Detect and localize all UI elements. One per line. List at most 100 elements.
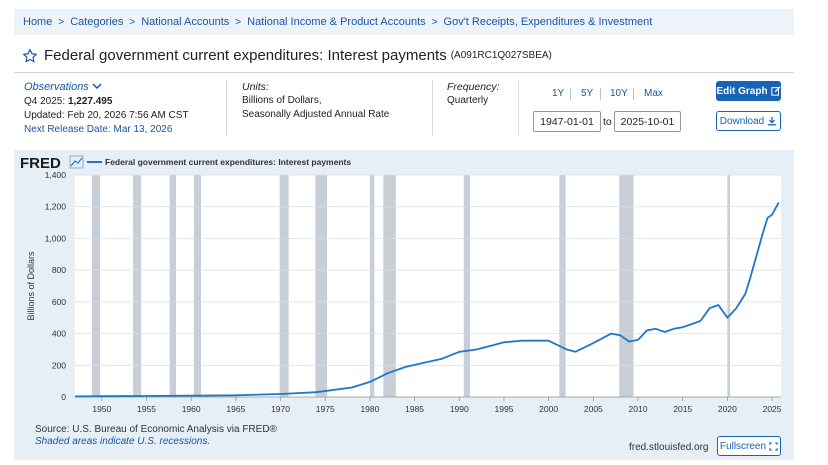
x-tick-label: 1970 bbox=[271, 404, 290, 414]
x-tick-label: 2005 bbox=[584, 404, 603, 414]
divider bbox=[600, 88, 601, 100]
divider bbox=[432, 80, 433, 136]
edit-graph-button[interactable]: Edit Graph bbox=[716, 81, 781, 101]
series-code: (A091RC1Q027SBEA) bbox=[450, 50, 552, 61]
legend-label: Federal government current expenditures:… bbox=[105, 157, 351, 167]
divider bbox=[633, 88, 634, 100]
recession-note: Shaded areas indicate U.S. recessions. bbox=[35, 436, 211, 447]
x-tick-label: 2025 bbox=[763, 404, 782, 414]
divider bbox=[14, 72, 794, 73]
x-tick-label: 1965 bbox=[226, 404, 245, 414]
download-icon bbox=[768, 116, 777, 126]
recession-band bbox=[133, 175, 142, 397]
gridlines bbox=[75, 174, 781, 398]
frequency-value: Quarterly bbox=[447, 95, 489, 106]
download-label: Download bbox=[719, 115, 765, 127]
fred-url: fred.stlouisfed.org bbox=[629, 442, 709, 453]
end-date-input[interactable]: 2025-10-01 bbox=[614, 111, 681, 132]
fullscreen-icon bbox=[769, 441, 778, 451]
units-line2: Seasonally Adjusted Annual Rate bbox=[242, 109, 390, 120]
recession-band bbox=[91, 175, 101, 397]
x-tick-labels: 1950 1955 1960 1965 1970 1975 1980 1985 1990 1995… bbox=[92, 397, 782, 414]
download-button[interactable]: Download bbox=[716, 111, 781, 131]
recession-band bbox=[559, 175, 566, 397]
units-label: Units: bbox=[242, 81, 269, 93]
line-chart[interactable]: FRED Federal government current expendit… bbox=[14, 150, 794, 460]
recession-band bbox=[727, 175, 731, 397]
page-title: Federal government current expenditures:… bbox=[44, 47, 447, 64]
breadcrumb-national-accounts[interactable]: National Accounts bbox=[141, 16, 230, 28]
x-tick-label: 2020 bbox=[718, 404, 737, 414]
y-tick-label: 800 bbox=[52, 265, 66, 275]
fullscreen-label: Fullscreen bbox=[719, 440, 767, 452]
frequency-label: Frequency: bbox=[447, 81, 500, 93]
units-panel: Units: Billions of Dollars, Seasonally A… bbox=[242, 80, 389, 122]
breadcrumb-govt-receipts[interactable]: Gov't Receipts, Expenditures & Investmen… bbox=[443, 16, 653, 28]
latest-period: Q4 2025: bbox=[24, 96, 66, 107]
x-tick-label: 2000 bbox=[539, 404, 558, 414]
breadcrumb-nipa[interactable]: National Income & Product Accounts bbox=[247, 16, 426, 28]
observations-toggle[interactable]: Observations bbox=[24, 80, 189, 95]
range-5y-button[interactable]: 5Y bbox=[581, 88, 594, 99]
y-tick-label: 400 bbox=[52, 329, 66, 339]
x-tick-label: 1990 bbox=[450, 404, 469, 414]
x-tick-label: 1995 bbox=[495, 404, 514, 414]
recession-band bbox=[279, 175, 289, 397]
fred-logo[interactable]: FRED bbox=[20, 155, 61, 172]
chart-container: FRED Federal government current expendit… bbox=[14, 150, 794, 460]
chevron-right-icon: > bbox=[58, 16, 65, 28]
divider bbox=[226, 80, 227, 136]
edit-icon bbox=[770, 86, 781, 96]
divider bbox=[570, 88, 571, 100]
frequency-panel: Frequency: Quarterly bbox=[447, 80, 500, 108]
y-tick-label: 600 bbox=[52, 297, 66, 307]
y-tick-label: 0 bbox=[61, 392, 66, 402]
x-tick-label: 1985 bbox=[405, 404, 424, 414]
source-text: Source: U.S. Bureau of Economic Analysis… bbox=[35, 424, 277, 435]
recession-bands bbox=[91, 175, 731, 397]
observations-panel: Observations Q4 2025: 1,227.495 Updated:… bbox=[24, 80, 189, 137]
x-tick-label: 1975 bbox=[316, 404, 335, 414]
recession-band bbox=[369, 175, 375, 397]
fred-chart-icon bbox=[69, 155, 84, 169]
observations-label: Observations bbox=[24, 81, 89, 93]
latest-value: 1,227.495 bbox=[67, 96, 113, 107]
range-10y-button[interactable]: 10Y bbox=[610, 88, 628, 99]
y-tick-labels: 0 200 400 600 800 1,000 1,200 1,400 bbox=[45, 170, 67, 402]
to-label: to bbox=[603, 116, 612, 128]
recession-band bbox=[619, 175, 634, 397]
y-axis-label: Billions of Dollars bbox=[26, 251, 36, 321]
x-tick-label: 1955 bbox=[137, 404, 156, 414]
series-line[interactable] bbox=[74, 201, 780, 398]
next-release-link[interactable]: Next Release Date: Mar 13, 2026 bbox=[24, 124, 173, 135]
x-tick-label: 2015 bbox=[673, 404, 692, 414]
x-tick-label: 1980 bbox=[360, 404, 379, 414]
page-title-row: Federal government current expenditures:… bbox=[22, 47, 552, 64]
range-1y-button[interactable]: 1Y bbox=[552, 88, 565, 99]
y-tick-label: 1,000 bbox=[45, 233, 67, 243]
y-tick-label: 1,400 bbox=[45, 170, 67, 180]
range-max-button[interactable]: Max bbox=[644, 88, 663, 99]
fullscreen-button[interactable]: Fullscreen bbox=[717, 436, 781, 456]
recession-band bbox=[169, 175, 176, 397]
chevron-right-icon: > bbox=[235, 16, 242, 28]
y-tick-label: 200 bbox=[52, 360, 66, 370]
start-date-input[interactable]: 1947-01-01 bbox=[533, 111, 601, 132]
divider bbox=[518, 80, 519, 136]
x-tick-label: 1960 bbox=[182, 404, 201, 414]
chevron-right-icon: > bbox=[431, 16, 438, 28]
breadcrumb-home[interactable]: Home bbox=[23, 16, 53, 28]
x-tick-label: 1950 bbox=[92, 404, 111, 414]
updated-text: Updated: Feb 20, 2026 7:56 AM CST bbox=[24, 110, 189, 121]
edit-graph-label: Edit Graph bbox=[716, 85, 768, 97]
recession-band bbox=[383, 175, 396, 397]
recession-band bbox=[463, 175, 471, 397]
x-tick-label: 2010 bbox=[629, 404, 648, 414]
chevron-right-icon: > bbox=[129, 16, 136, 28]
units-line1: Billions of Dollars, bbox=[242, 95, 322, 106]
plot-area bbox=[75, 175, 781, 397]
y-tick-label: 1,200 bbox=[45, 202, 67, 212]
star-icon[interactable] bbox=[22, 48, 38, 64]
breadcrumb-categories[interactable]: Categories bbox=[70, 16, 124, 28]
breadcrumb: Home > Categories > National Accounts > … bbox=[14, 9, 794, 35]
